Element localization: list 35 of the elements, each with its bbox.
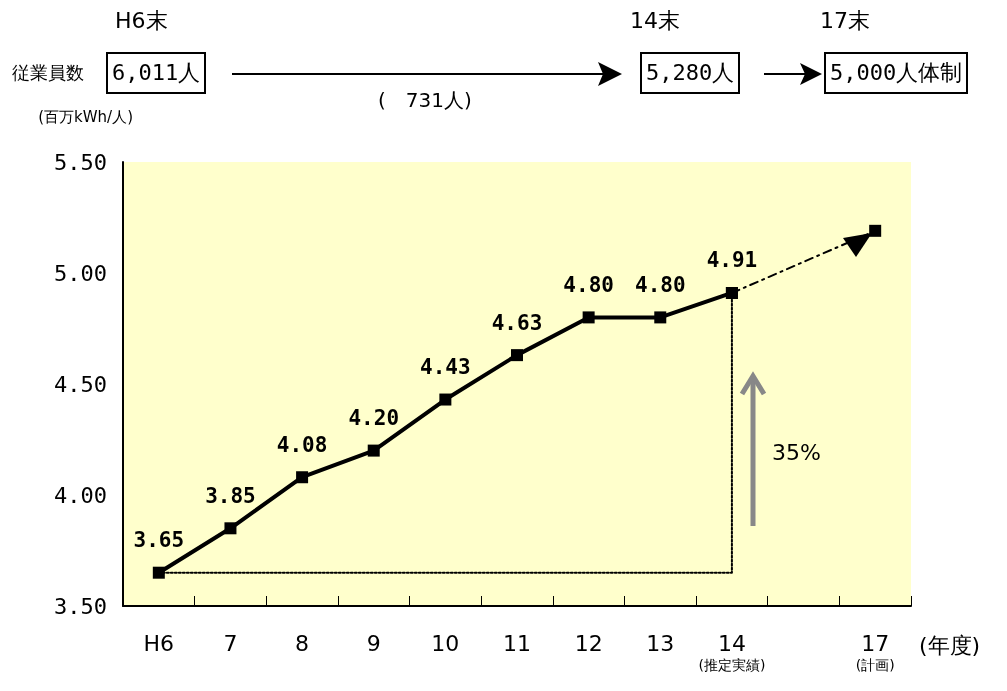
x-axis-title: (年度) xyxy=(919,632,981,658)
data-label: 4.91 xyxy=(706,248,758,273)
data-label: 4.43 xyxy=(420,355,471,380)
text: H6末 xyxy=(115,8,168,35)
x-tick-label: H6 xyxy=(143,630,175,656)
text: 5,000人体制 xyxy=(824,52,969,95)
x-tick-label: 11 xyxy=(503,630,531,656)
text: 17末 xyxy=(820,8,870,35)
y-tick-label: 4.50 xyxy=(54,371,107,397)
x-tick-label: 17 (計画) xyxy=(855,630,895,673)
y-axis-title: (百万kWh/人) xyxy=(38,107,133,126)
text: 従業員数 xyxy=(12,62,84,84)
x-tick-label: 14 (推定実績) xyxy=(698,630,766,673)
x-tick-label: 13 xyxy=(646,630,675,656)
y-tick-label: 5.50 xyxy=(54,149,107,175)
y-tick-label: 4.00 xyxy=(54,482,107,508)
data-label: 4.08 xyxy=(276,432,328,457)
x-tick-label: 8 xyxy=(295,630,310,656)
x-tick-label: 12 xyxy=(574,630,603,656)
data-label: 4.80 xyxy=(634,272,686,297)
x-tick-label: 7 xyxy=(223,630,238,656)
data-label: 4.63 xyxy=(491,310,543,335)
data-label: 4.20 xyxy=(348,406,400,431)
y-tick-label: 5.00 xyxy=(54,260,107,286)
data-label: 4.80 xyxy=(563,272,614,297)
text: 14末 xyxy=(630,8,680,35)
text: 5,280人 xyxy=(640,52,741,95)
data-label: 3.65 xyxy=(133,528,185,553)
x-tick-label: 9 xyxy=(366,630,381,656)
x-tick-label: 10 xyxy=(431,630,460,656)
y-tick-label: 3.50 xyxy=(54,593,107,619)
text: ( 731人) xyxy=(378,88,472,112)
text: 6,011人 xyxy=(106,52,207,95)
data-label: 3.85 xyxy=(205,483,256,508)
annotation: 35% xyxy=(772,440,821,467)
